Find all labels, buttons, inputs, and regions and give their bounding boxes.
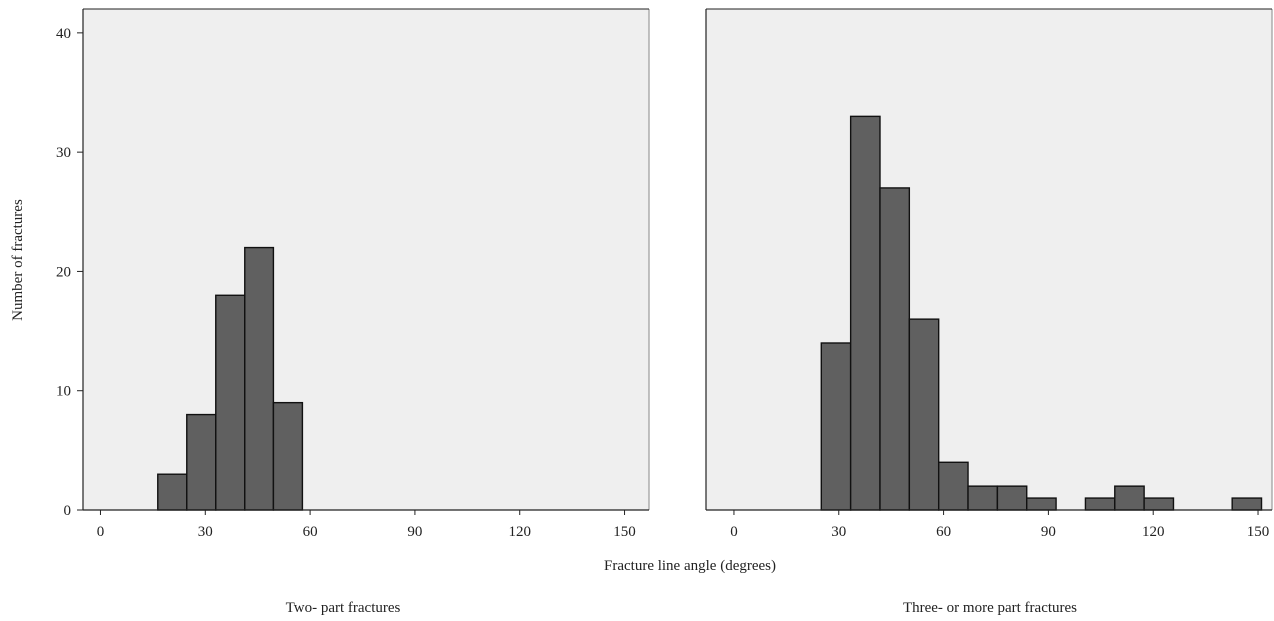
panel-label-left: Two- part fractures bbox=[286, 600, 401, 616]
histogram-bar bbox=[215, 294, 246, 511]
histogram-bar bbox=[157, 473, 188, 511]
x-axis-label: Fracture line angle (degrees) bbox=[604, 558, 776, 574]
y-tick-label: 20 bbox=[56, 264, 71, 280]
x-tick-label: 30 bbox=[198, 524, 213, 540]
histogram-bar bbox=[1084, 497, 1116, 511]
histogram-bar bbox=[908, 318, 940, 511]
x-tick-label: 90 bbox=[1041, 524, 1056, 540]
histogram-bar bbox=[849, 115, 881, 511]
histogram-bar bbox=[1143, 497, 1175, 511]
histogram-bar bbox=[186, 413, 217, 511]
panel-label-right: Three- or more part fractures bbox=[903, 600, 1077, 616]
y-tick-label: 40 bbox=[56, 26, 71, 42]
histogram-bar bbox=[244, 246, 275, 511]
x-tick-label: 0 bbox=[730, 524, 738, 540]
histogram-bar bbox=[1026, 497, 1057, 511]
x-tick-label: 0 bbox=[97, 524, 105, 540]
x-tick-label: 30 bbox=[831, 524, 846, 540]
histogram-bar bbox=[1231, 497, 1263, 511]
x-tick-label: 150 bbox=[1247, 524, 1270, 540]
x-tick-label: 90 bbox=[407, 524, 422, 540]
y-tick-label: 10 bbox=[56, 384, 71, 400]
x-tick-label: 60 bbox=[303, 524, 318, 540]
histogram-bar bbox=[272, 401, 304, 511]
histogram-bar bbox=[1114, 485, 1145, 511]
panel-0: 0 30 60 90 120 150 0 10 20 30 40 bbox=[56, 8, 650, 540]
y-tick-label: 0 bbox=[64, 503, 72, 519]
x-tick-label: 60 bbox=[936, 524, 951, 540]
x-tick-label: 150 bbox=[613, 524, 636, 540]
plot-background bbox=[706, 9, 1272, 510]
histogram-bar bbox=[820, 342, 852, 511]
histogram-bar bbox=[996, 485, 1028, 511]
y-axis-label: Number of fractures bbox=[10, 199, 26, 321]
histogram-bar bbox=[937, 461, 969, 511]
histogram-bar bbox=[967, 485, 999, 511]
x-tick-label: 120 bbox=[508, 524, 531, 540]
x-tick-label: 120 bbox=[1142, 524, 1165, 540]
panel-1: 0 30 60 90 120 150 bbox=[705, 8, 1273, 540]
y-tick-label: 30 bbox=[56, 145, 71, 161]
histogram-bar bbox=[879, 187, 911, 511]
plot-background bbox=[83, 9, 649, 510]
